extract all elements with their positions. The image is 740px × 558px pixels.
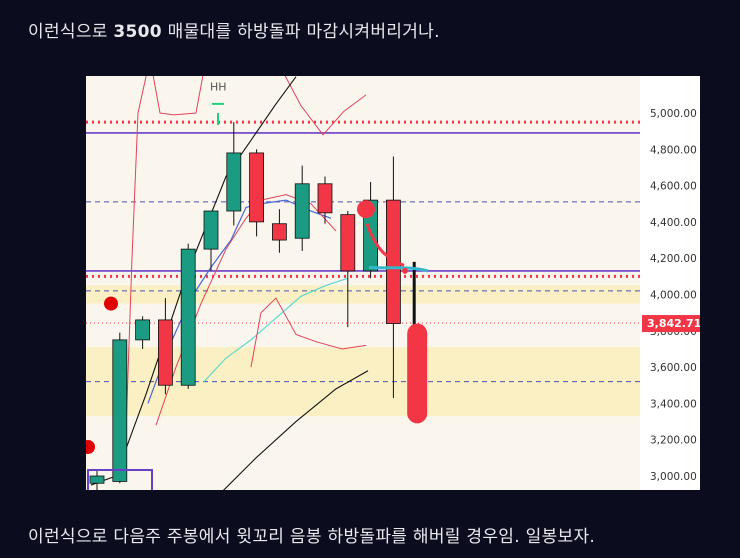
- candle-body: [317, 183, 333, 214]
- candle-body: [271, 223, 287, 241]
- y-tick-label: 4,600.00: [650, 181, 697, 193]
- lower-band: [250, 297, 367, 368]
- chart-svg: HH 3,000.003,200.003,400.003,600.003,800…: [81, 58, 701, 501]
- upper-band-left: [125, 58, 151, 431]
- candlestick-chart: HH 3,000.003,200.003,400.003,600.003,800…: [81, 58, 701, 501]
- red-curve-stroke: [365, 223, 405, 267]
- cyan-curve-stroke: [368, 265, 429, 273]
- y-tick-label: 4,400.00: [650, 217, 697, 229]
- support-zone: [86, 285, 640, 304]
- ma-cyan: [203, 277, 349, 383]
- candle-body: [203, 210, 219, 250]
- y-tick-label: 3,000.00: [650, 471, 697, 483]
- small-red-dot: [402, 267, 408, 274]
- candle-body: [158, 319, 173, 386]
- top-caption-bold: 3500: [113, 22, 162, 42]
- upper-band-right: [275, 58, 367, 136]
- ma-black-lower: [215, 370, 369, 499]
- y-tick-label: 3,600.00: [650, 362, 697, 374]
- price-axis-background: [640, 76, 700, 490]
- top-caption: 이런식으로 3500 매물대를 하방돌파 마감시켜버리거나.: [28, 17, 440, 42]
- plus-marker-icon: [212, 102, 224, 125]
- candle-body: [226, 152, 242, 212]
- top-caption-suffix: 매물대를 하방돌파 마감시켜버리거나.: [161, 22, 440, 42]
- candle-body: [249, 152, 265, 223]
- candle-body: [89, 475, 105, 484]
- red-dot-marker: [104, 296, 118, 311]
- red-marker-circle: [357, 200, 375, 219]
- y-tick-label: 5,000.00: [650, 108, 697, 120]
- current-price-label: 3,842.71: [647, 317, 700, 330]
- projected-candle-body: [407, 323, 428, 424]
- current-price-badge: [642, 315, 700, 333]
- y-tick-label: 3,200.00: [650, 435, 697, 447]
- hh-annotation: HH: [210, 80, 227, 93]
- y-tick-label: 4,200.00: [650, 253, 697, 265]
- candle-body: [180, 248, 196, 386]
- chart-background: [86, 76, 640, 490]
- candle-body: [294, 183, 310, 239]
- candle-body: [340, 214, 356, 272]
- y-tick-label: 4,000.00: [650, 290, 697, 302]
- bottom-caption: 이런식으로 다음주 주봉에서 윗꼬리 음봉 하방돌파를 해버릴 경우임. 일봉보…: [28, 527, 596, 547]
- candle-body: [112, 339, 128, 482]
- y-tick-label: 3,400.00: [650, 398, 697, 410]
- candle-body: [135, 319, 150, 341]
- top-caption-prefix: 이런식으로: [28, 22, 114, 42]
- y-tick-label: 4,800.00: [650, 144, 697, 156]
- upper-band-top: [149, 58, 207, 116]
